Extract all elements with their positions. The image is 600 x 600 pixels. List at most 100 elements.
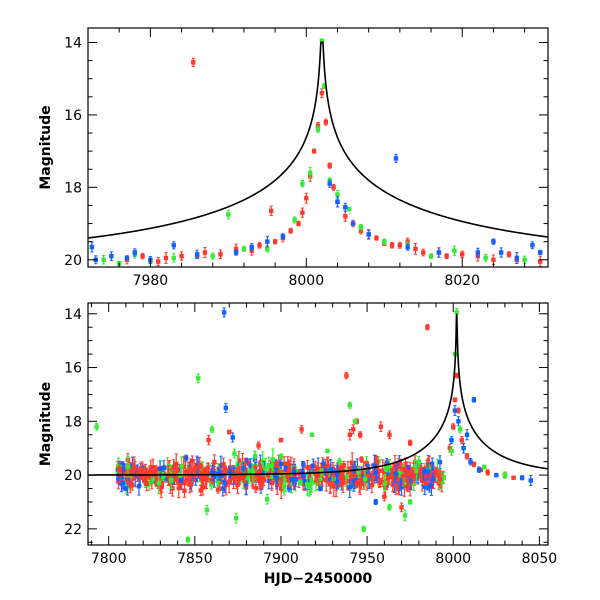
data-point-blue (136, 484, 142, 489)
data-point-red (357, 481, 362, 486)
data-point-blue (244, 481, 249, 487)
data-point-red (176, 485, 181, 491)
data-point-blue (464, 432, 470, 437)
data-point-red (190, 458, 195, 464)
data-point-red (172, 475, 177, 481)
data-point-red (140, 253, 145, 259)
data-point-red (253, 486, 258, 491)
data-point-green (289, 480, 294, 485)
data-point-green (204, 507, 210, 513)
data-point-green (292, 217, 297, 223)
data-point-red (343, 214, 348, 219)
data-point-blue (373, 470, 379, 475)
data-point-green (270, 457, 276, 462)
data-point-red (389, 243, 395, 248)
data-point-red (278, 437, 284, 443)
data-point-blue (109, 253, 114, 259)
data-point-red (352, 473, 357, 478)
data-point-red (459, 437, 465, 443)
data-point-blue (421, 469, 427, 474)
data-point-green (265, 246, 270, 252)
data-point-red (407, 485, 413, 491)
data-point-red (396, 482, 401, 488)
data-point-blue (218, 463, 224, 469)
data-point-red (204, 475, 209, 481)
data-point-blue (230, 435, 235, 440)
data-point-blue (436, 250, 442, 255)
data-point-red (311, 148, 317, 154)
data-point-green (167, 466, 172, 471)
data-point-red (320, 477, 325, 482)
plot-frame (87, 302, 549, 546)
data-point-blue (422, 475, 428, 481)
data-point-blue (350, 221, 356, 226)
data-point-blue (372, 463, 377, 469)
data-point-red (127, 469, 133, 475)
data-point-red (265, 473, 271, 478)
data-point-blue (274, 475, 279, 481)
data-point-blue (289, 477, 294, 482)
data-point-red (206, 437, 211, 443)
data-point-green (335, 192, 340, 197)
data-point-green (298, 480, 303, 485)
data-point-green (411, 481, 417, 487)
data-point-blue (286, 486, 292, 491)
data-point-green (269, 463, 275, 469)
data-point-blue (499, 250, 504, 255)
data-point-red (349, 460, 355, 465)
x-tick-label: 7800 (91, 551, 127, 567)
data-point-red (281, 461, 287, 466)
data-point-blue (280, 234, 286, 239)
data-point-red (348, 474, 354, 480)
model-curve (88, 41, 548, 239)
data-point-blue (399, 485, 404, 490)
data-point-red (279, 477, 285, 482)
data-point-green (402, 513, 408, 518)
data-point-blue (248, 463, 253, 468)
data-point-blue (171, 243, 176, 248)
data-point-red (269, 480, 274, 486)
data-point-red (382, 471, 387, 476)
x-tick-label: 8000 (435, 551, 471, 567)
data-point-green (179, 464, 184, 469)
data-point-blue (89, 244, 95, 250)
data-point-blue (408, 478, 414, 483)
data-point-green (397, 470, 402, 476)
data-point-red (236, 458, 242, 463)
data-point-red (178, 481, 183, 487)
data-point-red (372, 474, 377, 480)
data-point-blue (132, 250, 137, 255)
data-point-red (300, 210, 305, 215)
data-point-blue (366, 232, 371, 237)
x-tick-label: 7950 (349, 551, 385, 567)
data-point-red (235, 482, 240, 487)
data-point-red (365, 473, 371, 478)
data-point-red (444, 253, 449, 259)
data-point-red (315, 473, 321, 478)
data-point-red (412, 474, 417, 479)
data-point-blue (190, 474, 195, 480)
data-point-red (129, 483, 135, 488)
data-point-green (94, 424, 99, 429)
data-point-red (117, 468, 122, 473)
data-point-green (209, 482, 214, 487)
data-point-red (218, 252, 223, 257)
data-point-blue (227, 470, 233, 475)
data-point-green (185, 537, 191, 542)
data-point-red (278, 486, 284, 491)
data-point-red (183, 470, 188, 475)
data-point-blue (514, 255, 520, 261)
data-point-green (416, 459, 421, 464)
data-point-blue (183, 455, 189, 461)
data-point-red (358, 432, 363, 437)
data-point-red (259, 480, 264, 485)
data-point-red (393, 481, 399, 486)
y-tick-label: 16 (64, 108, 82, 124)
data-point-blue (373, 499, 378, 505)
data-point-blue (323, 468, 329, 473)
data-point-blue (430, 476, 436, 481)
data-point-blue (212, 474, 217, 480)
data-point-green (209, 427, 215, 432)
data-point-red (155, 474, 161, 479)
data-point-red (325, 474, 331, 480)
